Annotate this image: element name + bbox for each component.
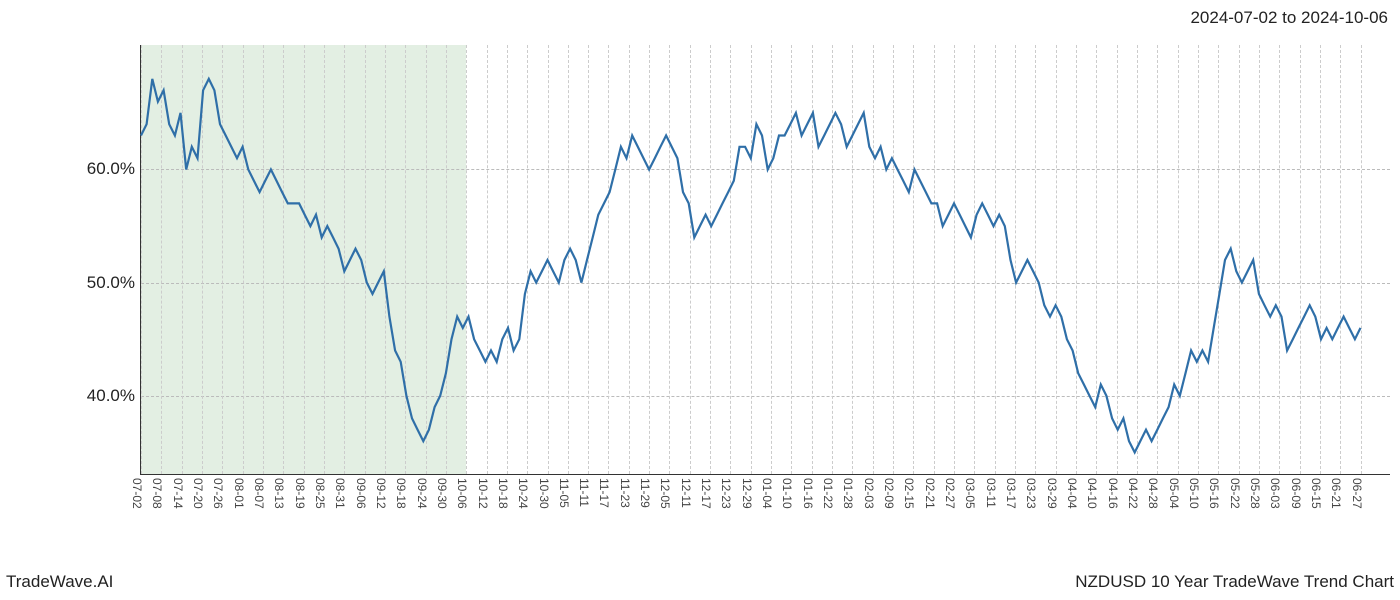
trend-line — [141, 79, 1361, 453]
y-axis-tick-label: 40.0% — [65, 386, 135, 406]
footer-title: NZDUSD 10 Year TradeWave Trend Chart — [1075, 572, 1394, 592]
x-axis-tick-label: 05-10 — [1187, 478, 1201, 509]
x-axis-tick-label: 06-03 — [1268, 478, 1282, 509]
x-axis-tick-label: 05-04 — [1167, 478, 1181, 509]
x-axis-tick-label: 10-12 — [476, 478, 490, 509]
x-axis-tick-label: 07-08 — [150, 478, 164, 509]
x-axis-tick-label: 12-17 — [699, 478, 713, 509]
x-axis-tick-label: 03-29 — [1045, 478, 1059, 509]
chart-plot-area — [140, 45, 1390, 475]
date-range-label: 2024-07-02 to 2024-10-06 — [1190, 8, 1388, 28]
x-axis-tick-label: 04-16 — [1106, 478, 1120, 509]
x-axis-tick-label: 04-28 — [1146, 478, 1160, 509]
x-axis-tick-label: 03-05 — [963, 478, 977, 509]
x-axis-tick-label: 11-29 — [638, 478, 652, 508]
x-axis-tick-label: 01-10 — [780, 478, 794, 509]
x-axis-tick-label: 03-11 — [984, 478, 998, 508]
x-axis-tick-label: 08-19 — [293, 478, 307, 509]
x-axis-tick-label: 07-20 — [191, 478, 205, 509]
x-axis-tick-label: 04-22 — [1126, 478, 1140, 509]
x-axis-tick-label: 09-06 — [354, 478, 368, 509]
x-axis-tick-label: 01-28 — [841, 478, 855, 509]
x-axis-tick-label: 06-09 — [1289, 478, 1303, 509]
x-axis-tick-label: 06-15 — [1309, 478, 1323, 509]
x-axis-tick-label: 11-11 — [577, 478, 591, 507]
x-axis-tick-label: 09-18 — [394, 478, 408, 509]
line-chart-svg — [141, 45, 1391, 475]
x-axis-tick-label: 08-31 — [333, 478, 347, 509]
x-axis-tick-label: 02-21 — [923, 478, 937, 509]
x-axis-tick-label: 09-24 — [415, 478, 429, 509]
x-axis-tick-label: 02-09 — [882, 478, 896, 509]
x-axis-tick-label: 11-17 — [597, 478, 611, 508]
x-axis-tick-label: 06-21 — [1329, 478, 1343, 509]
x-axis-tick-label: 09-12 — [374, 478, 388, 509]
x-axis-tick-label: 10-18 — [496, 478, 510, 509]
x-axis-tick-label: 03-17 — [1004, 478, 1018, 509]
x-axis-tick-label: 01-04 — [760, 478, 774, 509]
x-axis-tick-label: 12-05 — [658, 478, 672, 509]
x-axis-tick-label: 04-04 — [1065, 478, 1079, 509]
x-axis-tick-label: 05-22 — [1228, 478, 1242, 509]
x-axis-tick-label: 03-23 — [1024, 478, 1038, 509]
x-axis-tick-label: 07-02 — [130, 478, 144, 509]
x-axis-tick-label: 08-13 — [272, 478, 286, 509]
x-axis-tick-label: 11-05 — [557, 478, 571, 508]
x-axis-tick-label: 10-24 — [516, 478, 530, 509]
x-axis-tick-label: 12-23 — [719, 478, 733, 509]
y-axis-tick-label: 50.0% — [65, 273, 135, 293]
x-axis-tick-label: 01-16 — [801, 478, 815, 509]
x-axis-tick-label: 02-03 — [862, 478, 876, 509]
x-axis-tick-label: 10-30 — [537, 478, 551, 509]
x-axis-tick-label: 02-15 — [902, 478, 916, 509]
x-axis-tick-label: 08-07 — [252, 478, 266, 509]
x-axis-tick-label: 05-28 — [1248, 478, 1262, 509]
x-axis-tick-label: 12-11 — [679, 478, 693, 508]
x-axis-tick-label: 05-16 — [1207, 478, 1221, 509]
y-axis-tick-label: 60.0% — [65, 159, 135, 179]
x-axis-tick-label: 07-14 — [171, 478, 185, 509]
x-axis-tick-label: 06-27 — [1350, 478, 1364, 509]
x-axis-tick-label: 01-22 — [821, 478, 835, 509]
x-axis-tick-label: 10-06 — [455, 478, 469, 509]
x-axis-tick-label: 08-25 — [313, 478, 327, 509]
x-axis-tick-label: 02-27 — [943, 478, 957, 509]
footer-brand: TradeWave.AI — [6, 572, 113, 592]
x-axis-tick-label: 09-30 — [435, 478, 449, 509]
x-axis-tick-label: 12-29 — [740, 478, 754, 509]
x-axis-tick-label: 07-26 — [211, 478, 225, 509]
x-axis-tick-label: 04-10 — [1085, 478, 1099, 509]
x-axis-tick-label: 11-23 — [618, 478, 632, 508]
x-axis-tick-label: 08-01 — [232, 478, 246, 509]
